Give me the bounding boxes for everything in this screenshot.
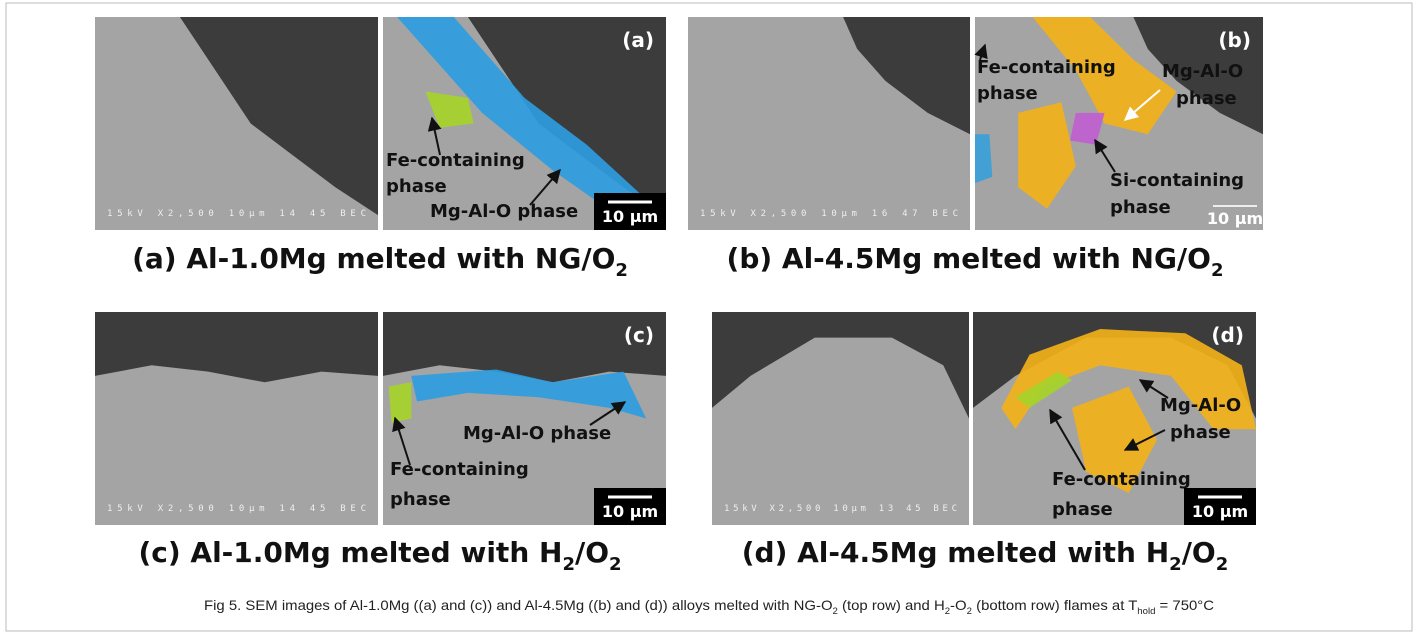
panel-label: (c) bbox=[624, 323, 654, 347]
annotation: Fe-containing bbox=[390, 459, 529, 480]
scale-text: 10 μm bbox=[1207, 209, 1263, 228]
caption-part: (bottom row) flames at T bbox=[972, 597, 1138, 613]
annotation: phase bbox=[1170, 422, 1231, 443]
annotation: Mg-Al-O phase bbox=[463, 423, 611, 444]
caption-part: 2 bbox=[562, 554, 575, 575]
caption-part: (a) Al-1.0Mg melted with NG/O bbox=[132, 242, 615, 275]
panel-label: (b) bbox=[1218, 28, 1251, 52]
caption-part: 2 bbox=[609, 554, 622, 575]
scale-text: 10 μm bbox=[1192, 502, 1248, 521]
panel-caption: (a) Al-1.0Mg melted with NG/O2 bbox=[132, 242, 628, 281]
annotation: Fe-containing bbox=[977, 57, 1116, 78]
annotation: Mg-Al-O bbox=[1162, 61, 1243, 82]
caption-part: /O bbox=[575, 536, 609, 569]
page: {"figure": { "panels": [ {"label": "(a)"… bbox=[0, 0, 1418, 635]
caption-part: = 750°C bbox=[1155, 597, 1214, 613]
caption-part: /O bbox=[1182, 536, 1216, 569]
annotation: Mg-Al-O phase bbox=[430, 201, 578, 222]
annotation: phase bbox=[1110, 197, 1171, 218]
panel-caption: (c) Al-1.0Mg melted with H2/O2 bbox=[138, 536, 621, 575]
annotation: phase bbox=[390, 489, 451, 510]
caption-part: (b) Al-4.5Mg melted with NG/O bbox=[727, 242, 1211, 275]
annotation: Fe-containing bbox=[1052, 469, 1191, 490]
caption-part: (c) Al-1.0Mg melted with H bbox=[138, 536, 562, 569]
panel-caption: (d) Al-4.5Mg melted with H2/O2 bbox=[742, 536, 1229, 575]
scale-text: 10 μm bbox=[602, 207, 658, 226]
caption-part: 2 bbox=[1169, 554, 1182, 575]
caption-part: -O bbox=[950, 597, 967, 613]
caption-part: 2 bbox=[1216, 554, 1229, 575]
annotation: Si-containing bbox=[1110, 170, 1244, 191]
caption-part: 2 bbox=[615, 260, 628, 281]
annotation: phase bbox=[386, 176, 447, 197]
figure: 15kV X2,500 10μm 14 45 BEC(a)Fe-containi… bbox=[0, 0, 1418, 635]
caption-part: Fig 5. SEM images of Al-1.0Mg ((a) and (… bbox=[204, 597, 833, 613]
annotation: Fe-containing bbox=[386, 150, 525, 171]
panel-label: (a) bbox=[622, 28, 654, 52]
caption-part: hold bbox=[1137, 606, 1155, 616]
caption-part: (d) Al-4.5Mg melted with H bbox=[742, 536, 1169, 569]
caption-part: (top row) and H bbox=[838, 597, 945, 613]
annotation: phase bbox=[1052, 499, 1113, 520]
annotation: Mg-Al-O bbox=[1160, 395, 1241, 416]
phase-map bbox=[389, 382, 412, 423]
panel-caption: (b) Al-4.5Mg melted with NG/O2 bbox=[727, 242, 1224, 281]
figure-caption: Fig 5. SEM images of Al-1.0Mg ((a) and (… bbox=[204, 597, 1214, 616]
scale-text: 10 μm bbox=[602, 502, 658, 521]
caption-part: 2 bbox=[1211, 260, 1224, 281]
annotation: phase bbox=[1176, 88, 1237, 109]
annotation: phase bbox=[977, 83, 1038, 104]
panel-label: (d) bbox=[1211, 323, 1244, 347]
phase-map bbox=[975, 134, 992, 183]
